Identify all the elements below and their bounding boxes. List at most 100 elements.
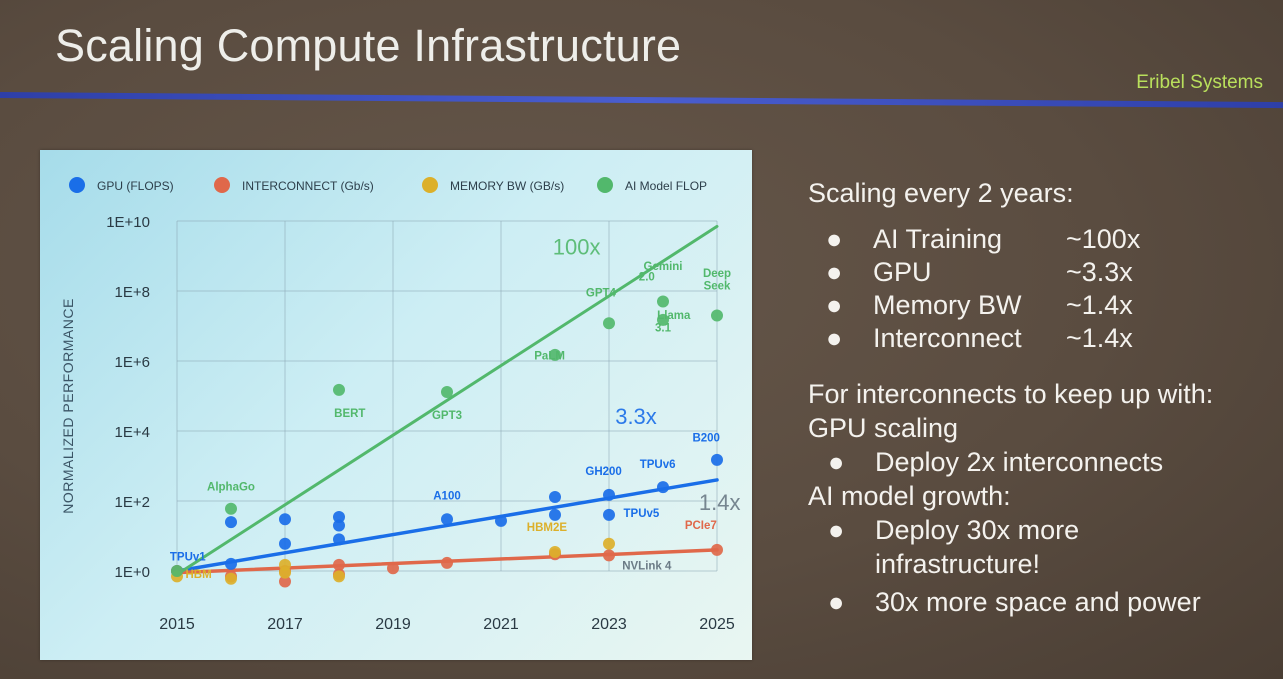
scaling-row-ai: ● AI Training ~100x [808,222,1268,255]
scaling-label: AI Training [873,224,1003,254]
bullet-icon: ● [826,323,843,353]
y-tick-label: 1E+6 [115,354,150,371]
point-label: BERT [334,408,365,420]
ai-data-point [171,565,183,577]
ai-bullet-deploy-line1: Deploy 30x more [875,515,1080,545]
scaling-label: Interconnect [873,323,1022,353]
x-tick-label: 2019 [375,616,411,633]
point-label: Llama [657,310,691,322]
point-label: GH200 [585,466,621,478]
gpu-data-point [279,537,291,550]
gpu-legend-swatch [69,177,85,193]
gpu-data-point [333,519,345,532]
gpu-data-point [333,510,345,523]
legend-label: MEMORY BW (GB/s) [450,179,564,193]
point-label: GPT4 [586,287,617,299]
interconnect-heading-cont: GPU scaling [808,413,959,443]
ai-bullet-deploy-line2: infrastructure! [875,549,1041,579]
point-label: PaLM [534,350,565,362]
ai-data-point [549,348,561,361]
ai-trend-line [175,224,719,576]
x-tick-label: 2021 [483,616,519,633]
memory-data-point [333,570,345,583]
x-tick-label: 2017 [267,616,303,633]
point-label: A100 [433,490,461,502]
interconnect-data-point [711,543,723,556]
gpu-data-point [225,557,237,570]
point-label: PCIe7 [685,520,717,532]
interconnect-legend-swatch [214,177,230,193]
data-points [171,295,723,588]
point-label: AlphaGo [207,482,255,494]
y-tick-label: 1E+10 [106,214,150,231]
gpu-data-point [333,533,345,546]
x-tick-label: 2025 [699,616,735,633]
gpu-data-point [495,514,507,527]
point-label: GPT3 [432,410,462,422]
ai-data-point [711,309,723,322]
legend-label: AI Model FLOP [625,179,707,193]
chart-axes: 1E+0 1E+2 1E+4 1E+6 1E+8 1E+10 2015 2017 2019 202… [60,214,735,633]
interconnect-data-point [441,556,453,569]
ai-growth-heading: AI model growth: [808,481,1011,511]
memory-data-point [279,558,291,571]
ai-data-point [333,383,345,396]
gpu-data-point [603,508,615,521]
chart-legend: GPU (FLOPS) INTERCONNECT (Gb/s) MEMORY BW … [69,177,707,193]
point-label: TPUv5 [624,508,660,520]
scaling-label: GPU [873,257,932,287]
scaling-label: Memory BW [873,290,1022,320]
point-label: 3.3x [615,404,657,429]
scaling-value: ~1.4x [1066,290,1133,320]
ai-bullet-deploy: ● Deploy 30x more infrastructure! [808,513,1268,581]
bullet-icon: ● [828,515,845,545]
point-label: B200 [692,433,720,445]
bullet-icon: ● [826,224,843,254]
slide-title: Scaling Compute Infrastructure [55,20,682,71]
memory-data-point [603,537,615,550]
y-tick-label: 1E+4 [115,424,150,441]
title-divider [0,92,1283,109]
point-labels: TPUv1 HBM AlphaGo BERT GPT3 A100 PaLM GPT4 Gemin… [170,234,741,581]
gpu-data-point [549,491,561,504]
gpu-data-point [603,488,615,501]
point-label: TPUv6 [640,459,676,471]
point-label: 3.1 [655,322,672,334]
brand-label: Eribel Systems [1136,72,1263,93]
gpu-data-point [711,453,723,466]
gpu-data-point [441,513,453,526]
x-tick-label: 2023 [591,616,627,633]
ai-data-point [657,313,669,326]
chart-grid [176,220,718,572]
ai-legend-swatch [597,177,613,193]
ai-bullet-space: ● 30x more space and power [808,585,1268,619]
scaling-row-interconnect: ● Interconnect ~1.4x [808,321,1268,354]
interconnect-bullet-text: Deploy 2x interconnects [875,447,1164,477]
ai-data-point [441,386,453,399]
chart-panel: GPU (FLOPS) INTERCONNECT (Gb/s) MEMORY BW … [40,150,752,660]
legend-label: GPU (FLOPS) [97,179,174,193]
bullet-icon: ● [828,447,845,477]
interconnect-data-point [603,549,615,562]
point-label: 1.4x [699,490,741,515]
interconnect-bullet: ● Deploy 2x interconnects [808,445,1268,479]
scaling-value: ~100x [1066,224,1141,254]
gpu-data-point [657,481,669,494]
scaling-row-memory: ● Memory BW ~1.4x [808,288,1268,321]
ai-bullet-space-text: 30x more space and power [875,587,1201,617]
scaling-value: ~3.3x [1066,257,1133,287]
gpu-data-point [549,508,561,521]
y-tick-label: 1E+0 [115,564,150,581]
bullet-icon: ● [828,587,845,617]
interconnect-data-point [279,575,291,588]
point-label: HBM2E [527,522,568,534]
point-label: 100x [553,234,601,259]
gpu-data-point [279,513,291,526]
ai-data-point [603,317,615,330]
gpu-trend-line [175,478,719,573]
point-label: 2.0 [639,272,655,284]
ai-data-point [657,295,669,308]
point-label: TPUv1 [170,552,206,564]
bullet-icon: ● [826,290,843,320]
ai-data-point [225,502,237,515]
